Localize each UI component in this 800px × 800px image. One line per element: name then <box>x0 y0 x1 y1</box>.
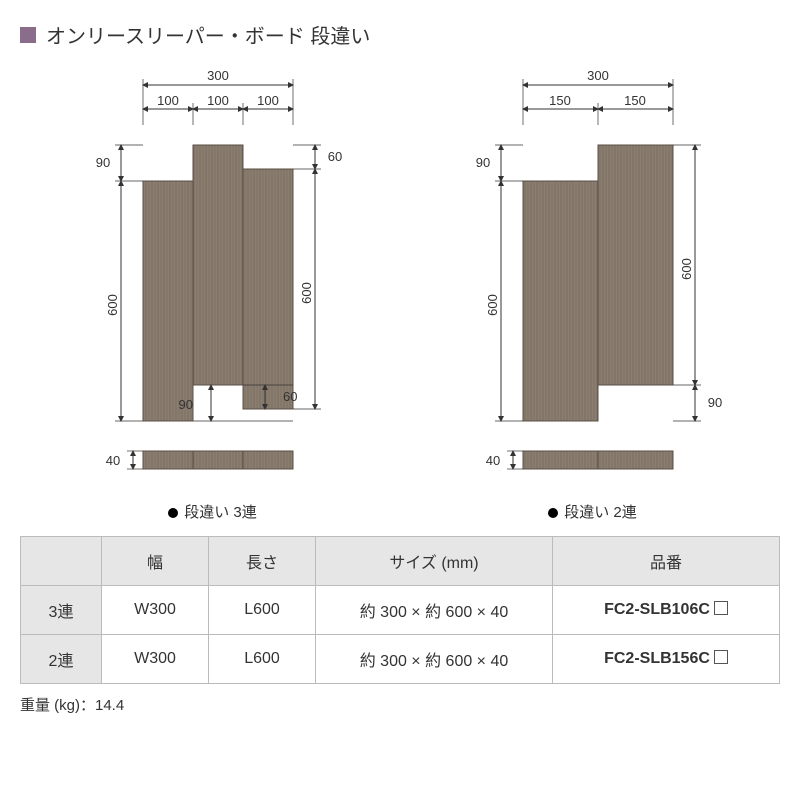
square-icon <box>714 650 728 664</box>
th-length: 長さ <box>209 537 316 586</box>
bullet-icon <box>548 508 558 518</box>
diagram-2ren-svg: 300 150 150 90 600 <box>428 65 758 495</box>
svg-text:150: 150 <box>549 93 571 108</box>
dim-right-90bot-2: 90 <box>673 385 722 421</box>
svg-text:600: 600 <box>299 282 314 304</box>
page-title: オンリースリーパー・ボード 段違い <box>46 20 370 49</box>
svg-text:100: 100 <box>207 93 229 108</box>
svg-text:600: 600 <box>105 294 120 316</box>
cell-code: FC2-SLB156C <box>553 635 780 684</box>
svg-text:600: 600 <box>679 258 694 280</box>
svg-text:90: 90 <box>707 395 721 410</box>
spec-table: 幅 長さ サイズ (mm) 品番 3連 W300 L600 約 300 × 約 … <box>20 536 780 684</box>
dim-top-segs-3: 100 100 100 <box>143 93 293 125</box>
title-row: オンリースリーパー・ボード 段違い <box>20 20 780 49</box>
svg-text:60: 60 <box>283 389 297 404</box>
svg-text:90: 90 <box>475 155 489 170</box>
boards-2-side <box>523 451 673 469</box>
dim-left-90-2: 90 <box>475 145 522 181</box>
svg-text:90: 90 <box>95 155 109 170</box>
dim-right-600-2: 600 <box>673 145 701 385</box>
diagram-2ren: 300 150 150 90 600 <box>428 65 758 522</box>
th-size: サイズ (mm) <box>316 537 553 586</box>
dim-left-600-2: 600 <box>485 181 523 421</box>
cell-size: 約 300 × 約 600 × 40 <box>316 586 553 635</box>
cell-length: L600 <box>209 635 316 684</box>
svg-text:300: 300 <box>207 68 229 83</box>
table-row: 2連 W300 L600 約 300 × 約 600 × 40 FC2-SLB1… <box>21 635 780 684</box>
diagram-3ren-svg: 300 100 100 100 90 <box>43 65 383 495</box>
row-label: 2連 <box>21 635 102 684</box>
dim-thickness-3: 40 <box>105 451 142 469</box>
th-code: 品番 <box>553 537 780 586</box>
dim-right-60top-3: 60 <box>293 145 342 169</box>
svg-text:150: 150 <box>624 93 646 108</box>
square-icon <box>714 601 728 615</box>
boards-2-top <box>523 145 673 421</box>
bullet-icon <box>168 508 178 518</box>
cell-size: 約 300 × 約 600 × 40 <box>316 635 553 684</box>
cell-width: W300 <box>102 635 209 684</box>
svg-text:60: 60 <box>327 149 341 164</box>
svg-text:300: 300 <box>587 68 609 83</box>
caption-3ren: 段違い 3連 <box>43 501 383 522</box>
dim-top-segs-2: 150 150 <box>523 93 673 125</box>
cell-code: FC2-SLB106C <box>553 586 780 635</box>
cell-width: W300 <box>102 586 209 635</box>
svg-text:100: 100 <box>257 93 279 108</box>
boards-3-top <box>143 145 293 421</box>
weight-note: 重量 (kg)：14.4 <box>20 694 780 715</box>
table-row: 3連 W300 L600 約 300 × 約 600 × 40 FC2-SLB1… <box>21 586 780 635</box>
svg-text:600: 600 <box>485 294 500 316</box>
th-width: 幅 <box>102 537 209 586</box>
svg-text:40: 40 <box>105 453 119 468</box>
dim-thickness-2: 40 <box>485 451 522 469</box>
svg-text:40: 40 <box>485 453 499 468</box>
dim-left-600-3: 600 <box>105 181 143 421</box>
boards-3-side <box>143 451 293 469</box>
svg-text:100: 100 <box>157 93 179 108</box>
th-blank <box>21 537 102 586</box>
title-marker <box>20 27 36 43</box>
svg-text:90: 90 <box>178 397 192 412</box>
diagram-3ren: 300 100 100 100 90 <box>43 65 383 522</box>
dim-left-90-3: 90 <box>95 145 142 181</box>
row-label: 3連 <box>21 586 102 635</box>
dim-right-600-3: 600 <box>293 169 321 409</box>
cell-length: L600 <box>209 586 316 635</box>
caption-2ren: 段違い 2連 <box>428 501 758 522</box>
diagrams-container: 300 100 100 100 90 <box>20 65 780 522</box>
